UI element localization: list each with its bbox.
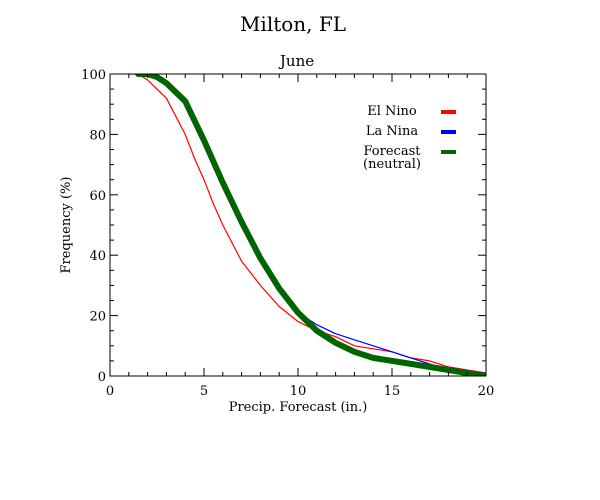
x-tick-label: 10 <box>290 384 307 399</box>
chart-title: Milton, FL <box>240 12 346 36</box>
y-tick-label: 80 <box>89 128 106 143</box>
x-axis-label: Precip. Forecast (in.) <box>229 400 368 415</box>
y-tick-label: 0 <box>98 370 106 385</box>
series-line-el-nino <box>128 74 486 374</box>
axis-tick-labels: 0 5 10 15 20 0 20 40 60 80 100 <box>81 68 494 399</box>
legend: El Nino La Nina Forecast(neutral) <box>363 104 456 172</box>
series-line-forecast-neutral <box>135 74 486 376</box>
y-tick-label: 100 <box>81 68 106 83</box>
plot-frame <box>109 73 487 377</box>
axis-ticks <box>109 73 487 377</box>
x-tick-label: 5 <box>200 384 208 399</box>
y-tick-label: 60 <box>89 189 106 204</box>
y-tick-label: 20 <box>89 310 106 325</box>
legend-label: (neutral) <box>363 157 421 172</box>
y-axis-label: Frequency (%) <box>59 177 74 274</box>
y-tick-label: 40 <box>89 249 106 264</box>
x-tick-label: 0 <box>106 384 114 399</box>
legend-label: Forecast <box>364 144 422 159</box>
chart-subtitle: June <box>278 52 314 70</box>
legend-label: La Nina <box>366 124 418 139</box>
legend-label: El Nino <box>367 104 417 119</box>
x-tick-label: 20 <box>478 384 495 399</box>
x-tick-label: 15 <box>384 384 401 399</box>
plot-area <box>128 74 486 376</box>
